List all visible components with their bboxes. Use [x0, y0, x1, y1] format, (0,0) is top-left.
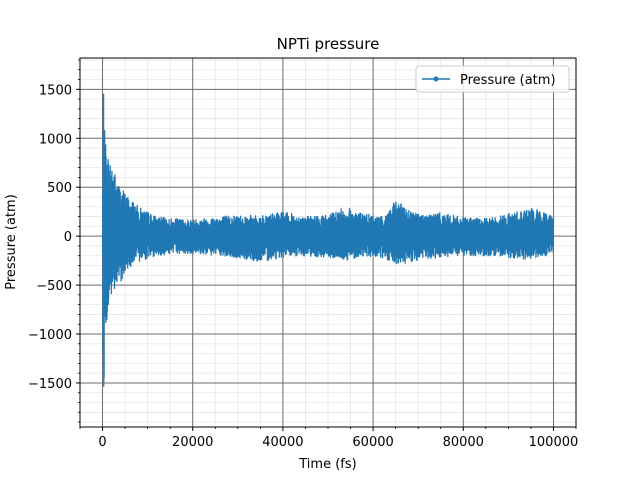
y-tick-label: 0 [64, 230, 72, 245]
x-tick-label: 80000 [443, 435, 484, 450]
y-tick-label: −500 [36, 279, 72, 294]
y-tick-label: −1000 [28, 328, 72, 343]
pressure-series-line [101, 93, 555, 387]
x-tick-label: 60000 [352, 435, 393, 450]
y-tick-label: 1500 [39, 83, 72, 98]
legend-entry-label: Pressure (atm) [460, 73, 556, 88]
y-tick-label: 1000 [39, 132, 72, 147]
tick-marks [76, 59, 577, 431]
legend-box [415, 65, 570, 93]
x-tick-label: 20000 [172, 435, 213, 450]
y-tick-label: 500 [47, 181, 72, 196]
x-tick-label: 40000 [262, 435, 303, 450]
y-tick-label: −1500 [28, 377, 72, 392]
legend: Pressure (atm) [415, 65, 570, 93]
y-tick-labels: −1500 −1000 −500 0 500 1000 1500 [28, 83, 72, 392]
chart-title: NPTi pressure [277, 35, 380, 53]
x-tick-label: 0 [98, 435, 106, 450]
x-tick-label: 100000 [529, 435, 579, 450]
x-tick-labels: 0 20000 40000 60000 80000 100000 [98, 435, 578, 450]
legend-marker-swatch [433, 76, 439, 82]
y-axis-label: Pressure (atm) [4, 194, 19, 290]
series-layer [101, 93, 555, 387]
x-axis-label: Time (fs) [298, 457, 356, 472]
